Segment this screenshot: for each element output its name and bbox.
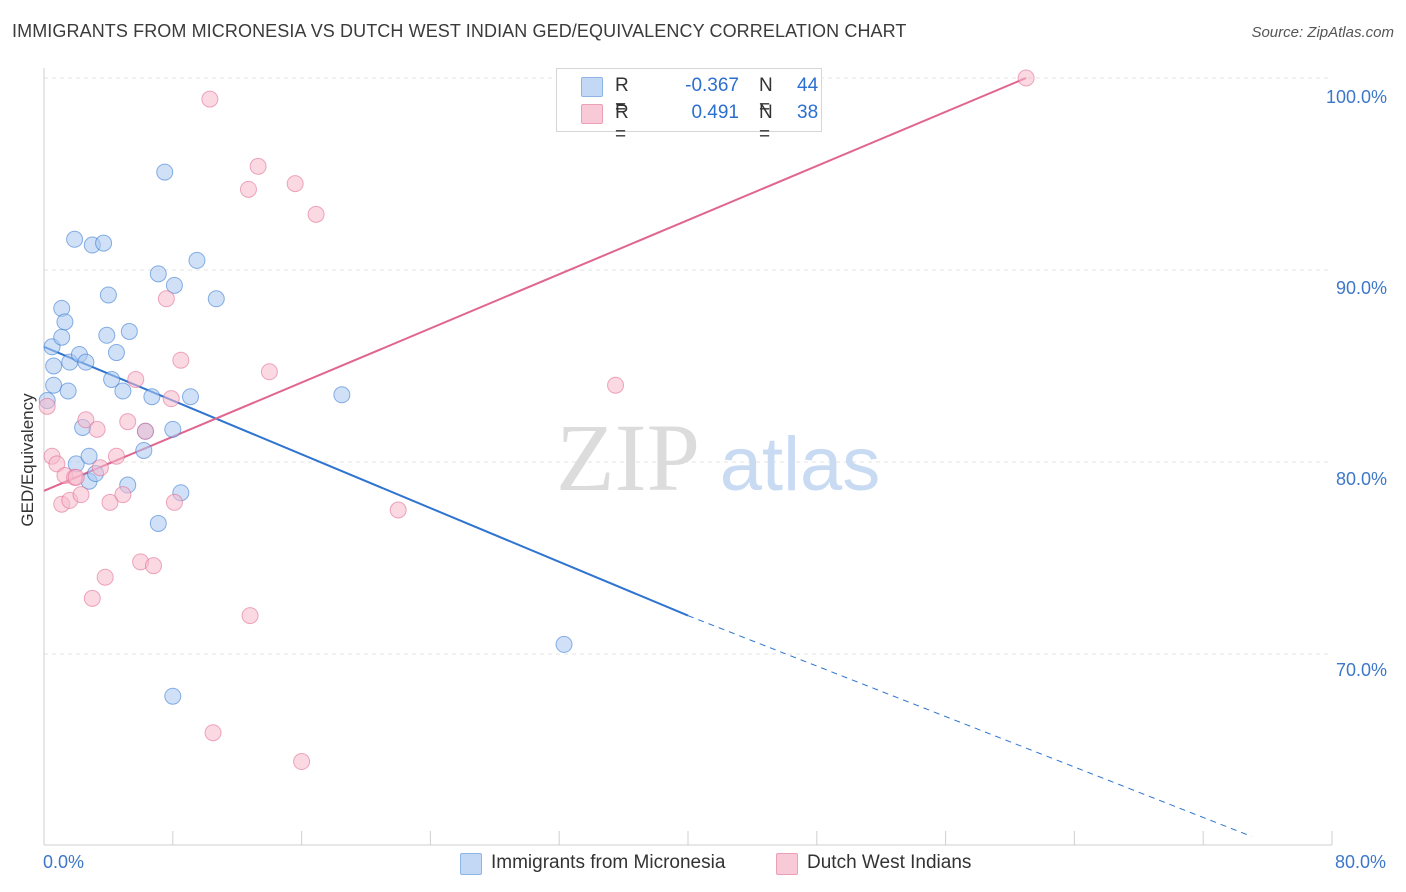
point-micronesia: [45, 357, 63, 375]
point-micronesia: [207, 290, 225, 308]
point-dutch: [107, 447, 125, 465]
point-micronesia: [555, 635, 573, 653]
legend-n-label: N =: [759, 75, 773, 118]
y-tick-label-100: 100.0%: [1326, 87, 1388, 107]
point-micronesia: [182, 388, 200, 406]
point-dutch: [127, 370, 145, 388]
point-dutch: [72, 486, 90, 504]
y-tick-label-90: 90.0%: [1336, 278, 1388, 298]
watermark-atlas: atlas: [720, 422, 881, 507]
point-dutch: [172, 351, 190, 369]
point-dutch: [307, 205, 325, 223]
stats-legend: R = -0.367 N = 44 R = 0.491 N = 38: [556, 68, 822, 145]
series-swatch-micronesia: [460, 853, 482, 875]
x-tick-label-max: 80.0%: [1335, 852, 1387, 872]
series-label-micronesia: Immigrants from Micronesia: [491, 852, 726, 873]
point-dutch: [67, 468, 85, 486]
point-dutch: [260, 363, 278, 381]
legend-r-label: R =: [615, 75, 629, 118]
point-dutch: [91, 459, 109, 477]
point-micronesia: [77, 353, 95, 371]
point-dutch: [249, 157, 267, 175]
legend-swatch-dutch: [581, 104, 603, 124]
point-dutch: [241, 607, 259, 625]
point-dutch: [1017, 69, 1035, 87]
point-micronesia: [53, 328, 71, 346]
point-micronesia: [107, 344, 125, 362]
point-dutch: [286, 175, 304, 193]
legend-r-label: R =: [615, 102, 629, 145]
point-micronesia: [114, 382, 132, 400]
point-dutch: [96, 568, 114, 586]
point-micronesia: [120, 322, 138, 340]
point-dutch: [201, 90, 219, 108]
point-micronesia: [56, 313, 74, 331]
point-dutch: [114, 486, 132, 504]
point-dutch: [165, 493, 183, 511]
point-micronesia: [149, 514, 167, 532]
point-micronesia: [98, 326, 116, 344]
point-dutch: [204, 724, 222, 742]
legend-r-value: 0.491: [691, 102, 739, 123]
point-dutch: [607, 376, 625, 394]
point-dutch: [144, 557, 162, 575]
point-micronesia: [164, 687, 182, 705]
point-dutch: [239, 180, 257, 198]
point-micronesia: [95, 234, 113, 252]
y-tick-label-70: 70.0%: [1336, 660, 1388, 680]
point-dutch: [38, 397, 56, 415]
point-micronesia: [80, 447, 98, 465]
point-micronesia: [59, 382, 77, 400]
point-dutch: [77, 411, 95, 429]
y-axis-label: GED/Equivalency: [18, 393, 37, 527]
point-micronesia: [66, 230, 84, 248]
point-dutch: [83, 589, 101, 607]
legend-n-label: N =: [759, 102, 773, 145]
legend-swatch-micronesia: [581, 77, 603, 97]
series-label-dutch: Dutch West Indians: [807, 852, 972, 873]
chart-title: IMMIGRANTS FROM MICRONESIA VS DUTCH WEST…: [12, 21, 907, 41]
legend-r-value: -0.367: [685, 75, 739, 96]
point-dutch: [293, 753, 311, 771]
point-dutch: [389, 501, 407, 519]
trend-line-dutch: [43, 77, 1027, 492]
point-micronesia: [143, 388, 161, 406]
point-micronesia: [99, 286, 117, 304]
point-micronesia: [164, 420, 182, 438]
point-micronesia: [156, 163, 174, 181]
point-dutch: [101, 493, 119, 511]
point-dutch: [48, 455, 66, 473]
point-dutch: [88, 420, 106, 438]
point-micronesia: [333, 386, 351, 404]
point-dutch: [136, 422, 154, 440]
legend-n-value: 38: [797, 102, 819, 123]
watermark-zip: ZIP: [556, 404, 700, 511]
x-tick-label-min: 0.0%: [43, 852, 85, 872]
y-tick-label-80: 80.0%: [1336, 469, 1388, 489]
point-micronesia: [165, 276, 183, 294]
point-micronesia: [103, 370, 121, 388]
source-label: Source: ZipAtlas.com: [1251, 24, 1394, 41]
point-micronesia: [45, 376, 63, 394]
legend-n-value: 44: [797, 75, 819, 96]
trend-line-micronesia-extrapolated: [687, 615, 1252, 837]
point-micronesia: [135, 441, 153, 459]
point-dutch: [162, 390, 180, 408]
point-micronesia: [149, 265, 167, 283]
point-dutch: [157, 290, 175, 308]
point-micronesia: [188, 251, 206, 269]
series-swatch-dutch: [776, 853, 798, 875]
point-dutch: [119, 413, 137, 431]
